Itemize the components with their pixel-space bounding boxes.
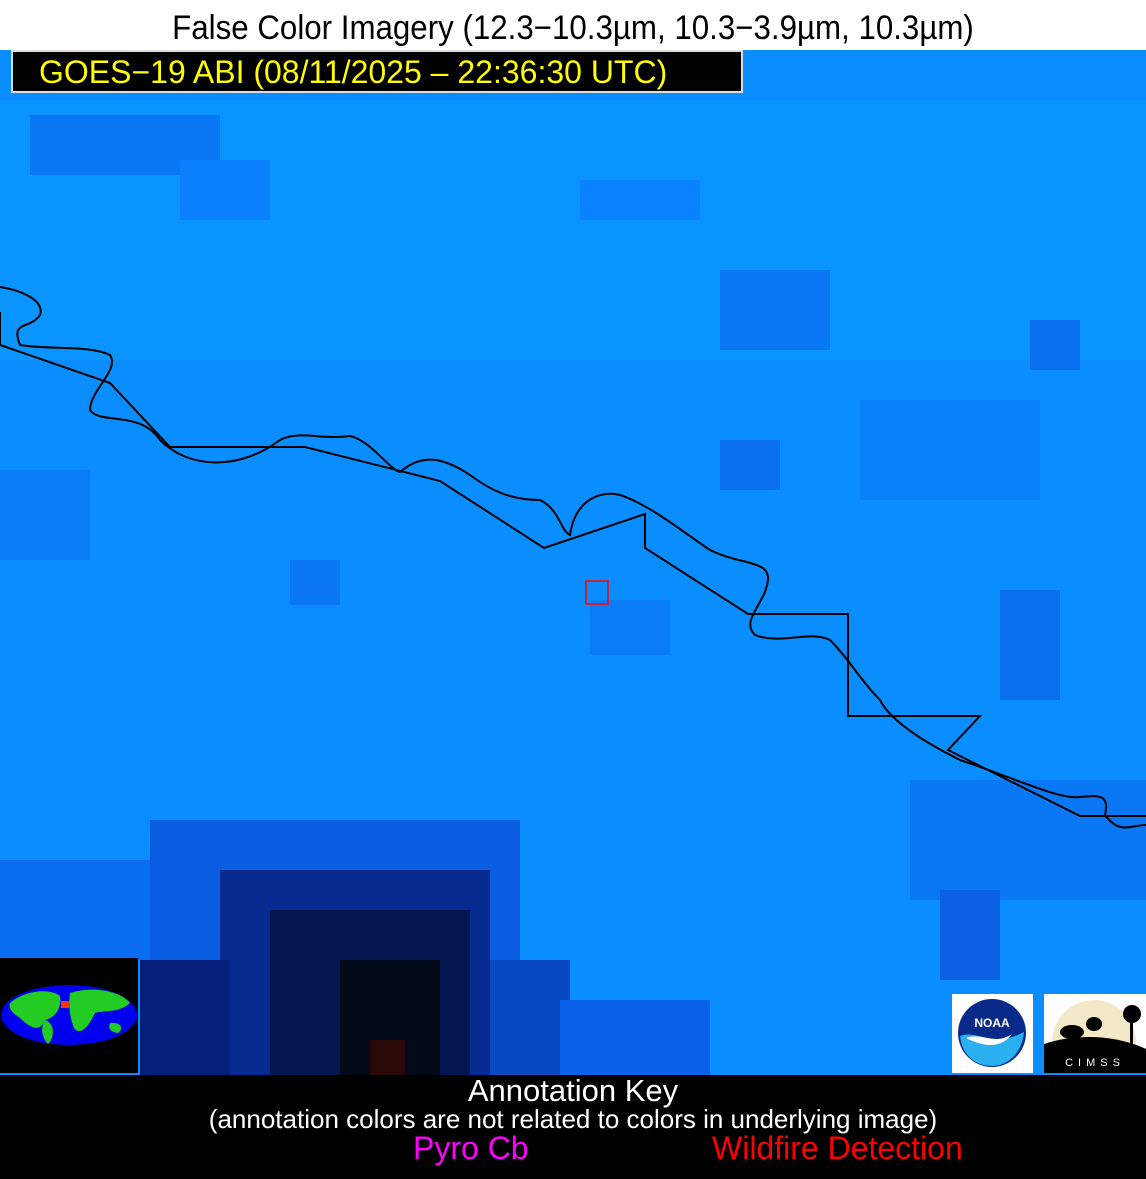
- imagery-pixel-blocks: [0, 100, 1146, 1075]
- satellite-timestamp-label: GOES−19 ABI (08/11/2025 – 22:36:30 UTC): [11, 50, 743, 93]
- annotation-key: Annotation Key (annotation colors are no…: [0, 1075, 1146, 1179]
- annotation-key-title: Annotation Key: [467, 1073, 679, 1108]
- svg-text:NOAA: NOAA: [974, 1016, 1010, 1030]
- wildfire-detection-box: [585, 580, 609, 605]
- legend-wildfire-detection: Wildfire Detection: [712, 1130, 963, 1166]
- noaa-logo: NOAA: [952, 994, 1033, 1073]
- globe-locator-icon: [0, 958, 138, 1073]
- satellite-imagery: [0, 50, 1146, 1075]
- legend-pyro-cb: Pyro Cb: [413, 1130, 529, 1166]
- cimss-logo: CIMSS: [1044, 994, 1146, 1084]
- svg-text:CIMSS: CIMSS: [1065, 1057, 1125, 1069]
- annotation-key-note: (annotation colors are not related to co…: [208, 1104, 938, 1134]
- border-lines: [0, 286, 1146, 829]
- image-title: False Color Imagery (12.3−10.3µm, 10.3−3…: [45, 0, 1101, 50]
